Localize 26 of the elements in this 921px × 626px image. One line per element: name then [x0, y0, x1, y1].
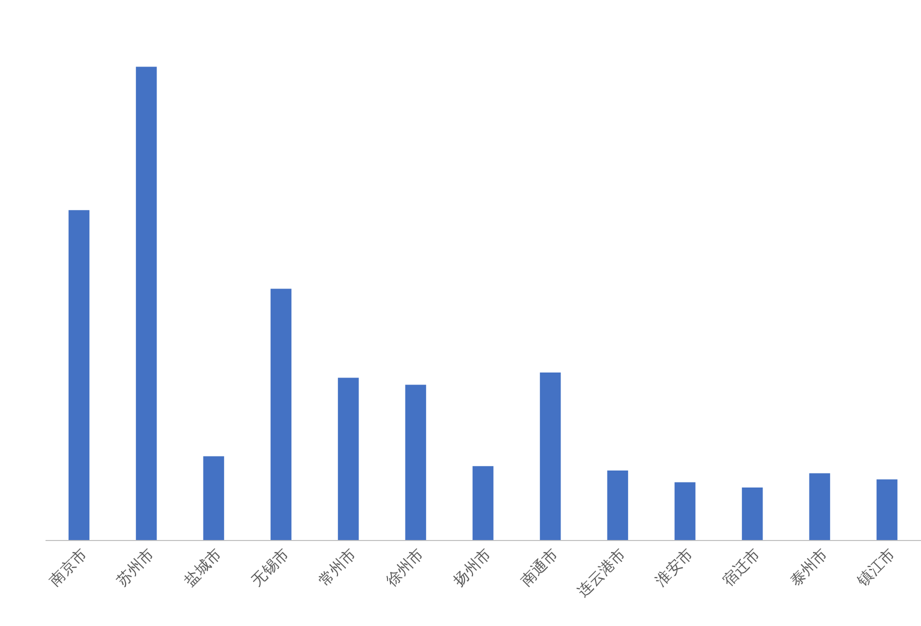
- bar: [742, 487, 763, 540]
- x-tick-label: 宿迁市: [719, 545, 764, 590]
- x-tick-label: 苏州市: [113, 545, 158, 590]
- x-tick-label: 淮安市: [652, 545, 696, 590]
- bar: [270, 288, 292, 540]
- bar: [338, 378, 359, 540]
- bar: [876, 479, 898, 540]
- bar: [607, 470, 628, 540]
- x-tick-label: 盐城市: [180, 545, 225, 590]
- x-tick-label: 常州市: [315, 545, 360, 590]
- bar: [136, 66, 157, 540]
- x-tick-label: 徐州市: [382, 545, 427, 590]
- x-tick-label: 南通市: [517, 545, 562, 590]
- bar: [472, 466, 494, 540]
- x-tick-label: 镇江市: [853, 545, 898, 590]
- bar: [405, 384, 426, 540]
- bar: [203, 456, 224, 540]
- bar: [68, 210, 90, 540]
- bar: [674, 482, 696, 540]
- bar: [809, 473, 830, 540]
- x-tick-label: 扬州市: [450, 545, 494, 590]
- bar: [540, 372, 561, 540]
- x-tick-label: 连云港市: [574, 545, 629, 600]
- x-tick-label: 南京市: [46, 545, 90, 590]
- x-tick-label: 无锡市: [248, 545, 292, 590]
- x-tick-label: 泰州市: [786, 545, 831, 590]
